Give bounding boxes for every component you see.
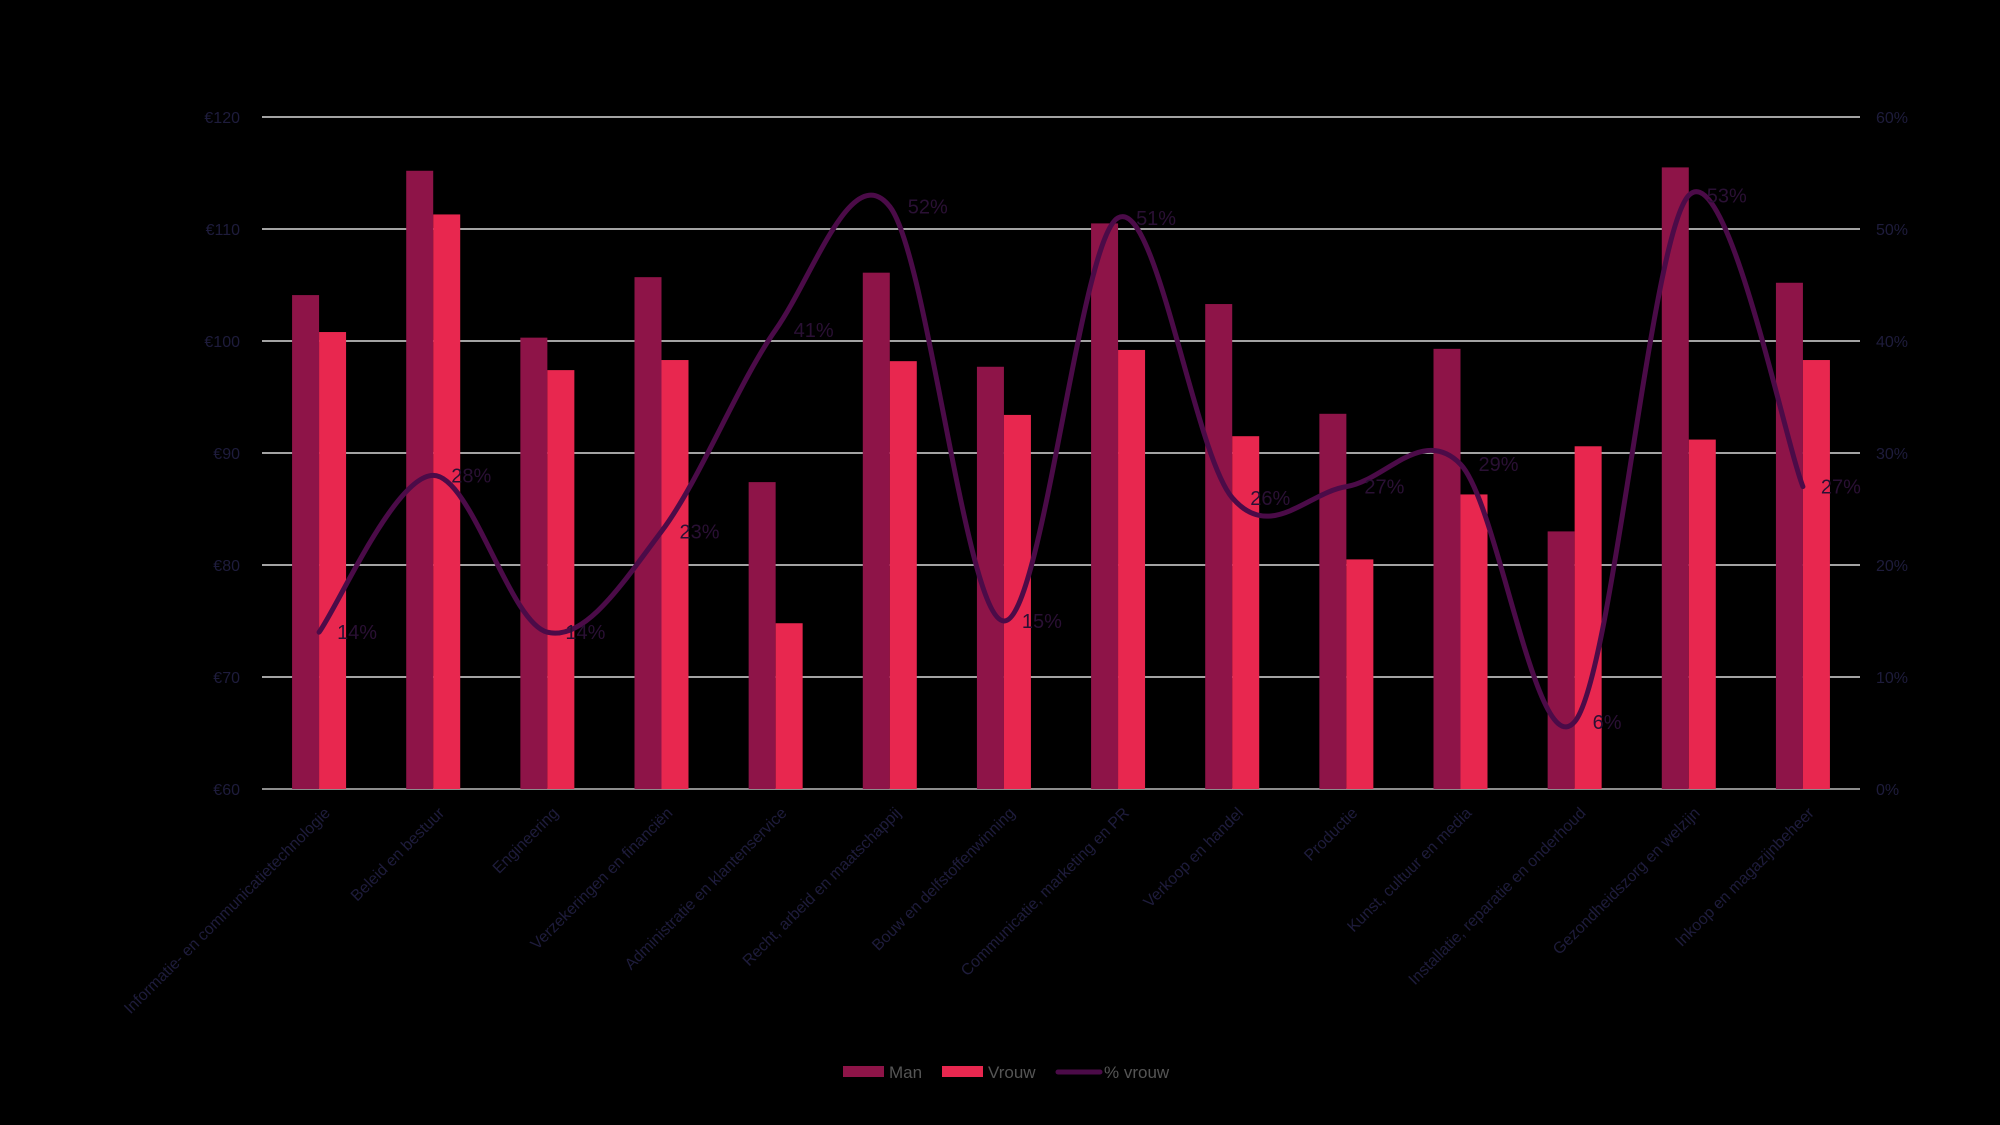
bar-vrouw bbox=[1574, 446, 1602, 789]
left-tick-label: €60 bbox=[213, 782, 240, 799]
bar-vrouw bbox=[433, 214, 461, 789]
bar-man bbox=[634, 277, 662, 789]
left-tick-label: €80 bbox=[213, 558, 240, 575]
bar-vrouw bbox=[1118, 349, 1146, 789]
legend-swatch-man bbox=[843, 1066, 884, 1077]
percent-data-label: 15% bbox=[1022, 611, 1062, 633]
bar-man bbox=[1205, 304, 1233, 789]
category-label: Verkoop en handel bbox=[1141, 805, 1247, 911]
legend-label-vrouw: Vrouw bbox=[988, 1063, 1036, 1082]
bar-vrouw bbox=[1802, 360, 1830, 789]
legend-swatch-vrouw bbox=[942, 1066, 983, 1077]
category-labels: Informatie- en communicatietechnologie Be… bbox=[121, 804, 1818, 1017]
left-tick-label: €100 bbox=[204, 334, 240, 351]
right-tick-label: 20% bbox=[1876, 558, 1908, 575]
bar-vrouw bbox=[889, 361, 917, 789]
bar-vrouw bbox=[319, 332, 347, 789]
category-label: Engineering bbox=[490, 805, 562, 877]
left-tick-label: €90 bbox=[213, 446, 240, 463]
legend-label-percent: % vrouw bbox=[1104, 1063, 1170, 1082]
percent-data-label: 27% bbox=[1364, 477, 1404, 499]
percent-data-label: 23% bbox=[680, 521, 720, 543]
right-tick-label: 30% bbox=[1876, 446, 1908, 463]
legend-label-man: Man bbox=[889, 1063, 922, 1082]
bar-man bbox=[748, 482, 776, 789]
bar-vrouw bbox=[1232, 436, 1260, 789]
category-label: Kunst, cultuur en media bbox=[1344, 805, 1475, 936]
bar-man bbox=[862, 272, 890, 789]
bar-vrouw bbox=[661, 360, 689, 789]
percent-data-label: 52% bbox=[908, 197, 948, 219]
percent-data-label: 6% bbox=[1593, 712, 1622, 734]
percent-data-label: 29% bbox=[1479, 454, 1519, 476]
category-label: Installatie, reparatie en onderhoud bbox=[1406, 805, 1590, 989]
percent-line: 14% 28% 14% 23% 41% 52% 15% 51% 26% 27% 29% 6% 53% 27… bbox=[316, 185, 1861, 734]
right-tick-label: 50% bbox=[1876, 222, 1908, 239]
percent-data-label: 28% bbox=[451, 465, 491, 487]
bar-vrouw bbox=[775, 623, 803, 789]
percent-data-label: 14% bbox=[565, 622, 605, 644]
bar-man bbox=[1091, 223, 1119, 789]
bar-man bbox=[520, 337, 548, 789]
percent-data-label: 53% bbox=[1707, 185, 1747, 207]
category-label: Inkoop en magazijnbeheer bbox=[1672, 804, 1818, 950]
left-tick-label: €120 bbox=[204, 110, 240, 127]
percent-data-label: 26% bbox=[1250, 488, 1290, 510]
bar-vrouw bbox=[1688, 439, 1716, 789]
right-tick-label: 10% bbox=[1876, 670, 1908, 687]
bar-man bbox=[1319, 413, 1347, 789]
bar-man bbox=[1547, 531, 1575, 789]
bar-vrouw bbox=[1346, 559, 1374, 789]
right-tick-label: 60% bbox=[1876, 110, 1908, 127]
left-axis-ticks: €60 €70 €80 €90 €100 €110 €120 bbox=[204, 110, 240, 799]
bars bbox=[292, 167, 1830, 789]
right-axis-ticks: 0% 10% 20% 30% 40% 50% 60% bbox=[1876, 110, 1908, 799]
percent-data-label: 51% bbox=[1136, 208, 1176, 230]
percent-data-label: 14% bbox=[337, 622, 377, 644]
bar-man bbox=[1433, 348, 1461, 789]
percent-data-label: 41% bbox=[794, 320, 834, 342]
category-label: Informatie- en communicatietechnologie bbox=[121, 805, 334, 1018]
category-label: Productie bbox=[1301, 805, 1361, 865]
category-label: Beleid en bestuur bbox=[348, 804, 449, 905]
percent-vrouw-line bbox=[316, 189, 1806, 730]
right-tick-label: 0% bbox=[1876, 782, 1899, 799]
bar-man bbox=[1775, 282, 1803, 789]
bar-man bbox=[292, 295, 320, 789]
legend: Man Vrouw % vrouw bbox=[843, 1063, 1170, 1082]
bar-vrouw bbox=[1460, 494, 1488, 789]
right-tick-label: 40% bbox=[1876, 334, 1908, 351]
percent-data-label: 27% bbox=[1821, 477, 1861, 499]
left-tick-label: €70 bbox=[213, 670, 240, 687]
gridlines bbox=[262, 116, 1860, 790]
bar-vrouw bbox=[547, 370, 575, 789]
left-tick-label: €110 bbox=[206, 222, 241, 239]
